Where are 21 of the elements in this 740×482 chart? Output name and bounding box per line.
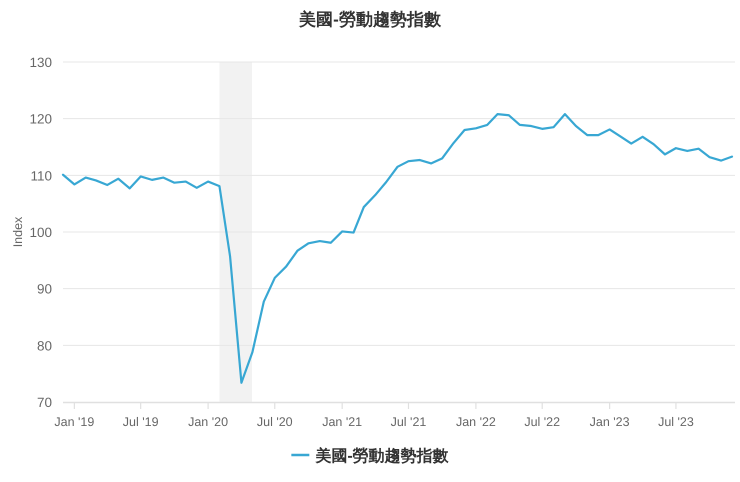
y-tick-label: 100 [29,225,52,240]
x-tick-label: Jul '23 [658,415,694,429]
x-tick-label: Jul '20 [256,415,293,429]
y-tick-label: 110 [30,168,52,184]
legend-label: 美國-勞動趨勢指數 [314,446,450,465]
line-series [62,113,734,384]
x-tick-label: Jul '22 [524,415,560,429]
y-axis-title: Index [11,216,25,248]
y-tick-label: 130 [29,55,52,70]
x-tick-label: Jan '23 [590,415,630,429]
y-tick-label: 80 [36,338,52,354]
x-tick-label: Jan '21 [322,415,362,429]
y-tick-label: 120 [29,112,52,127]
y-tick-label: 70 [36,395,52,410]
x-tick-label: Jan '20 [188,415,228,429]
x-tick-label: Jan '19 [54,415,94,429]
x-tick-label: Jul '19 [122,415,159,429]
chart-title: 美國-勞動趨勢指數 [298,10,442,29]
y-tick-label: 90 [36,282,52,297]
x-tick-label: Jul '21 [390,415,426,429]
x-tick-label: Jan '22 [456,415,496,429]
